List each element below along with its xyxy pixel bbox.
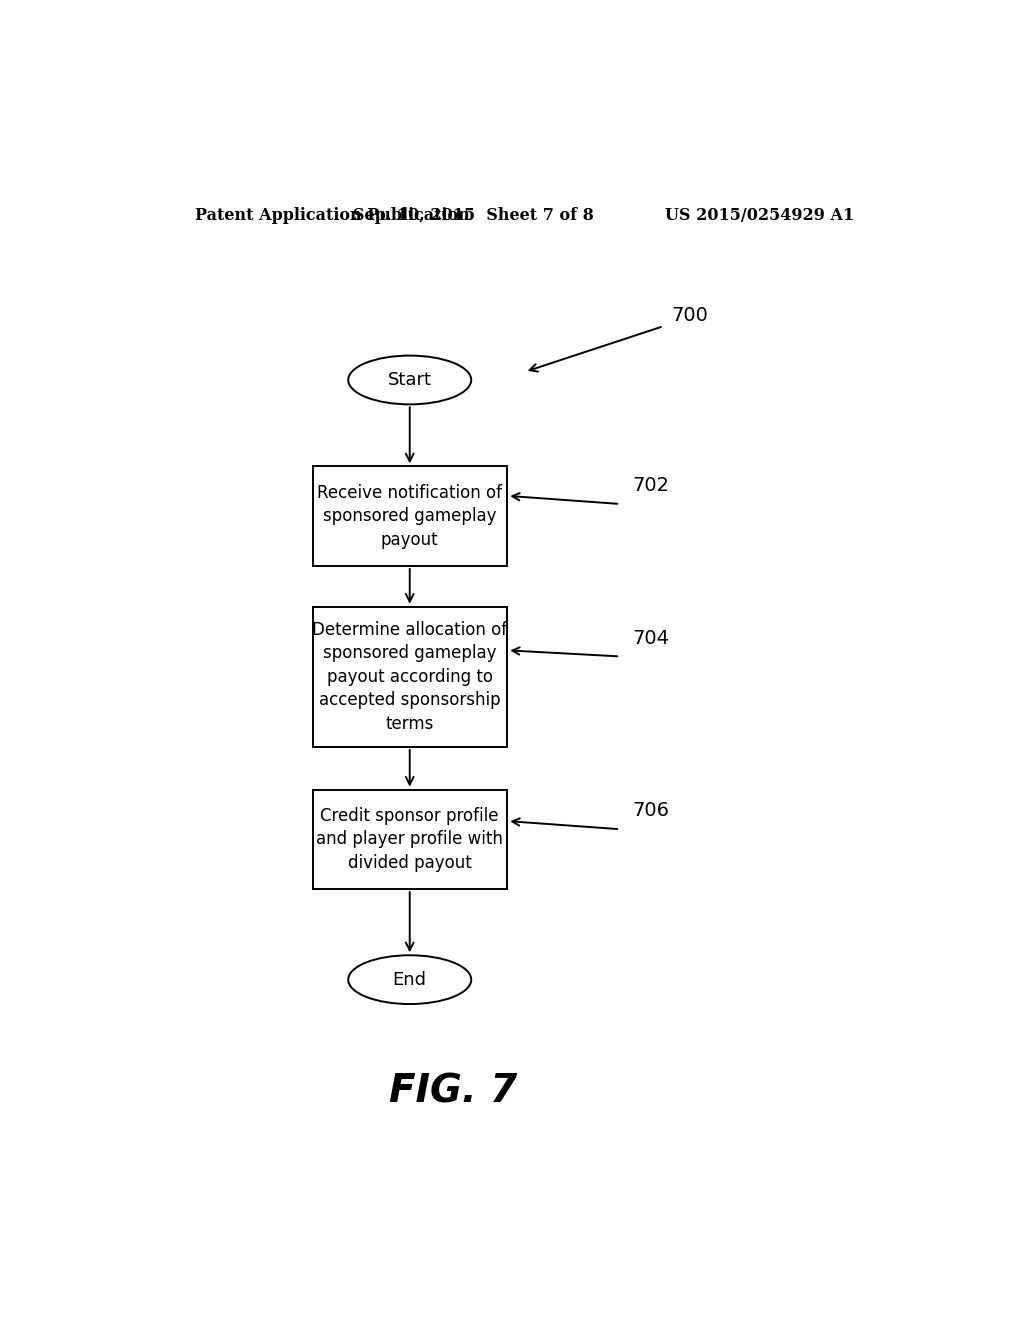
Text: US 2015/0254929 A1: US 2015/0254929 A1 [665, 207, 854, 224]
Text: Patent Application Publication: Patent Application Publication [196, 207, 470, 224]
Text: 706: 706 [632, 801, 669, 821]
Text: Receive notification of
sponsored gameplay
payout: Receive notification of sponsored gamepl… [317, 483, 502, 549]
Text: 700: 700 [672, 306, 709, 326]
Text: End: End [393, 970, 427, 989]
Text: Determine allocation of
sponsored gameplay
payout according to
accepted sponsors: Determine allocation of sponsored gamepl… [312, 620, 507, 733]
Text: Start: Start [388, 371, 432, 389]
Text: Credit sponsor profile
and player profile with
divided payout: Credit sponsor profile and player profil… [316, 807, 503, 873]
Text: Sep. 10, 2015  Sheet 7 of 8: Sep. 10, 2015 Sheet 7 of 8 [353, 207, 594, 224]
Text: FIG. 7: FIG. 7 [389, 1072, 517, 1110]
Text: 704: 704 [632, 628, 669, 648]
Text: 702: 702 [632, 477, 669, 495]
